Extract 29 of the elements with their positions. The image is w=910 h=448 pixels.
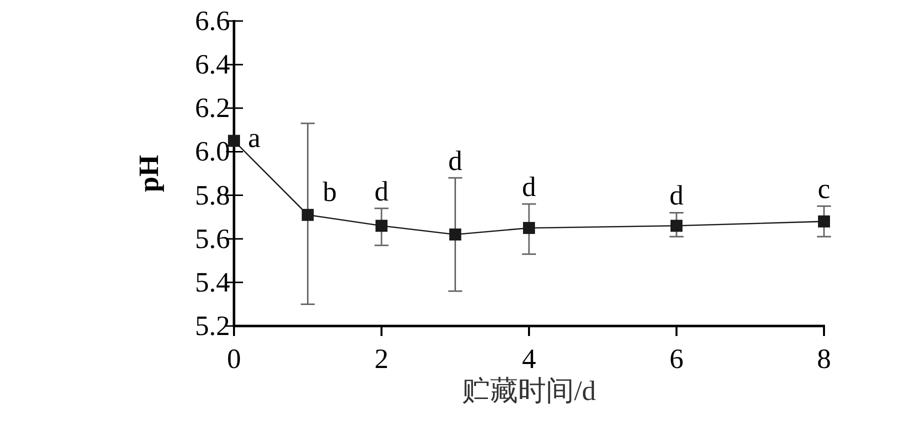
x-axis-title: 贮藏时间/d (462, 376, 596, 407)
point (376, 220, 388, 232)
point (302, 208, 314, 221)
y-axis-title: pH (134, 154, 165, 192)
annotation: b (322, 176, 337, 208)
y-tick-label: 6.0 (195, 136, 230, 168)
x-tick-label: 4 (522, 344, 536, 375)
y-tick-label: 6.6 (195, 6, 230, 37)
annotation: c (818, 174, 830, 206)
y-tick-label: 6.2 (195, 93, 230, 124)
y-tick-label: 6.4 (195, 50, 230, 81)
y-tick-label: 5.6 (195, 224, 230, 255)
x-tick-label: 2 (374, 344, 388, 375)
annotation: a (248, 122, 261, 154)
point (670, 220, 682, 232)
x-tick-label: 8 (817, 344, 831, 375)
y-tick-label: 5.8 (195, 180, 230, 212)
annotation: d (670, 180, 684, 212)
annotation: d (522, 172, 536, 203)
x-tick-label: 6 (670, 344, 684, 375)
point (228, 134, 240, 147)
annotation: d (448, 146, 462, 177)
annotation: d (374, 176, 388, 208)
y-tick-label: 5.4 (195, 267, 230, 298)
point (449, 228, 462, 240)
x-tick-label: 0 (227, 344, 241, 375)
point (523, 222, 535, 234)
y-tick-label: 5.2 (195, 311, 230, 342)
point (818, 215, 830, 228)
